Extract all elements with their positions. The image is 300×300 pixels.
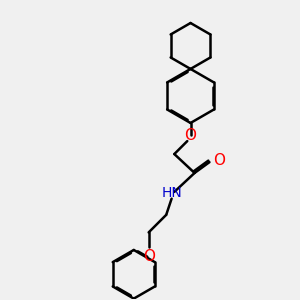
Text: HN: HN xyxy=(161,186,182,200)
Text: O: O xyxy=(184,128,196,142)
Text: O: O xyxy=(142,249,154,264)
Text: O: O xyxy=(213,153,225,168)
